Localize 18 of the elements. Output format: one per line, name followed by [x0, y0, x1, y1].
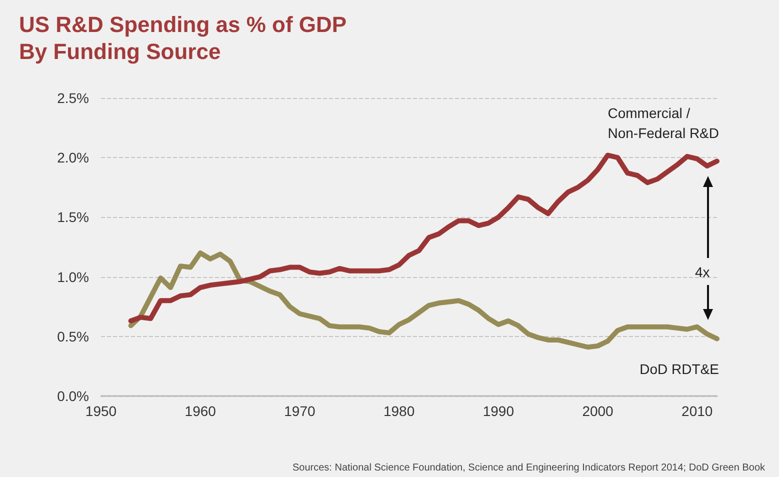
y-tick-label: 2.5%	[57, 90, 89, 106]
y-tick-label: 2.0%	[57, 150, 89, 166]
x-tick-label: 2010	[682, 403, 713, 419]
series-label: DoD RDT&E	[640, 360, 720, 377]
x-tick-label: 1960	[184, 403, 216, 419]
y-tick-label: 0.5%	[57, 328, 89, 344]
y-tick-label: 1.5%	[57, 209, 89, 226]
x-tick-label: 2000	[582, 403, 614, 419]
annotation: 4x	[695, 264, 710, 280]
x-tick-label: 1950	[85, 403, 117, 419]
y-tick-label: 0.0%	[57, 388, 89, 404]
x-tick-label: 1970	[284, 403, 316, 419]
chart-title: US R&D Spending as % of GDP By Funding Source	[19, 12, 347, 64]
source-note: Sources: National Science Foundation, Science and Engineering Indicators Report 2014; DoD Green Book	[292, 462, 766, 474]
series-label: Commercial / Non-Federal R&D	[608, 105, 720, 142]
x-tick-label: 1990	[482, 403, 514, 419]
x-tick-label: 1980	[383, 403, 415, 419]
y-tick-label: 1.0%	[57, 268, 89, 285]
